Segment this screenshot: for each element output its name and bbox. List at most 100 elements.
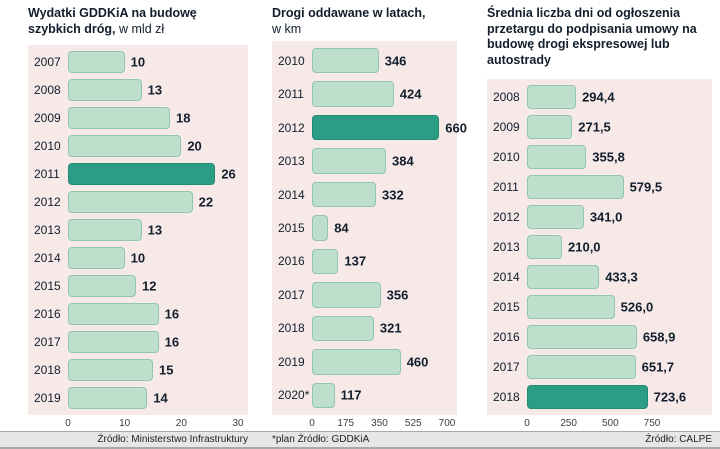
category-label: 2010 — [278, 53, 305, 68]
value-label: 20 — [187, 138, 202, 154]
source-note: Źródło: CALPE — [645, 434, 712, 445]
bar-row: 2013 210,0 — [487, 232, 712, 262]
bar-track: 723,6 — [527, 382, 686, 412]
category-label: 2013 — [34, 223, 61, 237]
value-label: 346 — [384, 53, 407, 69]
bar — [68, 107, 170, 129]
chart-gddkia-spending: Wydatki GDDKiA na budowę szybkich dróg, … — [28, 0, 248, 431]
category-label: 2019 — [278, 354, 305, 369]
value-label: 16 — [164, 334, 180, 350]
bar-track: 332 — [312, 178, 447, 211]
bar-track: 84 — [312, 211, 447, 244]
value-label: 15 — [159, 362, 174, 378]
value-label: 12 — [142, 278, 157, 294]
bar — [312, 81, 394, 107]
source-note: Źródło: Ministerstwo Infrastruktury — [97, 434, 248, 445]
bar — [68, 387, 148, 409]
category-label: 2015 — [278, 220, 305, 235]
bar — [312, 148, 387, 174]
bar — [68, 219, 142, 241]
value-label: 294,4 — [582, 89, 615, 105]
category-label: 2018 — [493, 390, 520, 404]
charts-container: Wydatki GDDKiA na budowę szybkich dróg, … — [28, 0, 712, 431]
x-tick-label: 0 — [524, 418, 530, 429]
bar — [527, 175, 624, 199]
bar-row: 2019 460 — [272, 345, 457, 378]
bar-track: 346 — [312, 44, 447, 77]
bar-row: 2016 137 — [272, 245, 457, 278]
x-tick-label: 700 — [438, 418, 456, 429]
bar-row: 2014 10 — [28, 244, 248, 272]
bar-row: 2010 20 — [28, 132, 248, 160]
bar-plot: 2007 10 2008 13 2009 18 2010 20 2011 26 2012 22 2013… — [28, 45, 248, 415]
bar-track: 460 — [312, 345, 447, 378]
bar-row: 2012 341,0 — [487, 202, 712, 232]
bar-row: 2016 16 — [28, 300, 248, 328]
x-tick-label: 175 — [337, 418, 355, 429]
bar-track: 355,8 — [527, 142, 652, 172]
category-label: 2016 — [493, 330, 520, 344]
value-label: 16 — [164, 306, 180, 322]
bar-track: 137 — [312, 245, 447, 278]
category-label: 2019 — [34, 391, 61, 405]
category-label: 2007 — [34, 55, 61, 69]
bar — [68, 275, 136, 297]
bar-plot: 2008 294,4 2009 271,5 2010 355,8 2011 579,5 2012… — [487, 79, 712, 415]
sources-footer: Źródło: Ministerstwo Infrastruktury *pla… — [0, 431, 720, 449]
category-label: 2010 — [34, 139, 61, 153]
x-axis: 0 10 20 30 — [65, 415, 243, 431]
value-label: 13 — [147, 82, 163, 98]
value-label: 526,0 — [620, 299, 654, 315]
bar-track: 117 — [312, 379, 447, 412]
bar — [527, 265, 600, 289]
bar-track: 10 — [68, 244, 238, 272]
source-note: *plan Źródło: GDDKiA — [272, 434, 370, 445]
category-label: 2011 — [493, 180, 519, 194]
bar-track: 356 — [312, 278, 447, 311]
category-label: 2010 — [493, 150, 520, 164]
category-label: 2014 — [278, 187, 305, 202]
value-label: 117 — [340, 387, 362, 403]
chart-roads-delivered: Drogi oddawane w latach, w km 2010 346 2011… — [272, 0, 467, 431]
value-label: 210,0 — [568, 239, 601, 255]
category-label: 2016 — [278, 254, 305, 269]
bar — [527, 235, 562, 259]
value-label: 356 — [386, 287, 409, 303]
category-label: 2015 — [34, 279, 61, 293]
bar-track: 658,9 — [527, 322, 675, 352]
bar-row: 2013 384 — [272, 144, 457, 177]
x-tick-label: 30 — [232, 418, 244, 429]
bar — [68, 135, 182, 157]
bar — [68, 331, 159, 353]
bar — [68, 303, 159, 325]
value-label: 579,5 — [629, 179, 663, 195]
bar-row: 2012 660 — [272, 111, 467, 144]
bar-row: 2010 355,8 — [487, 142, 712, 172]
bar-track: 651,7 — [527, 352, 674, 382]
bar-plot: 2010 346 2011 424 2012 660 2013 384 2014 332 2015 8… — [272, 41, 467, 415]
bar-track: 321 — [312, 312, 447, 345]
chart-title-bold: Drogi oddawane w latach, — [272, 6, 426, 20]
bar — [312, 315, 374, 342]
bar-track: 294,4 — [527, 82, 652, 112]
bar-row: 2010 346 — [272, 44, 457, 77]
value-label: 84 — [334, 220, 349, 236]
bar-row: 2017 16 — [28, 328, 248, 356]
category-label: 2017 — [278, 287, 305, 302]
bar-track: 16 — [68, 328, 238, 356]
bar — [68, 191, 193, 213]
value-label: 18 — [176, 110, 191, 126]
bar-track: 13 — [68, 216, 238, 244]
bar-row: 2015 12 — [28, 272, 248, 300]
category-label: 2011 — [34, 167, 60, 181]
category-label: 2014 — [493, 270, 520, 284]
bar-track: 433,3 — [527, 262, 652, 292]
category-label: 2009 — [493, 120, 520, 134]
category-label: 2013 — [493, 240, 520, 254]
bar-row: 2015 84 — [272, 211, 457, 244]
x-axis: 0 175 350 525 700 — [309, 415, 455, 431]
value-label: 13 — [147, 222, 163, 238]
chart-title: Średnia liczba dni od ogłoszenia przetar… — [487, 0, 712, 68]
value-label: 321 — [379, 320, 402, 336]
category-label: 2017 — [493, 360, 520, 374]
